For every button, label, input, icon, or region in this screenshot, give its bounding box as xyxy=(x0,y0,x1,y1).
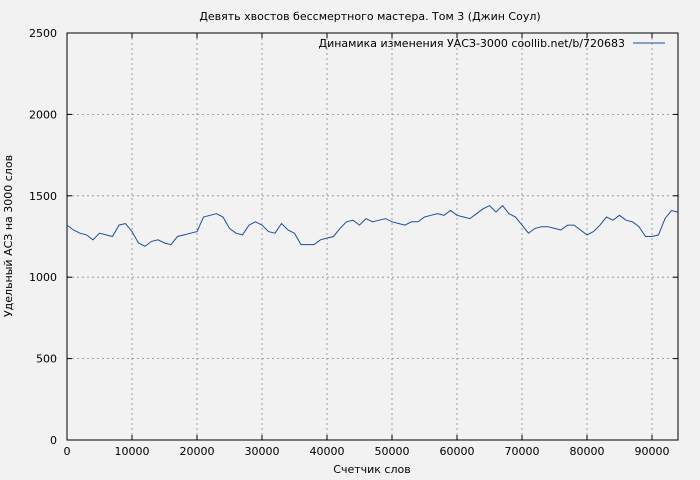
x-tick-label: 0 xyxy=(64,445,71,458)
y-tick-label: 2000 xyxy=(29,108,57,121)
y-tick-label: 2500 xyxy=(29,27,57,40)
x-tick-label: 40000 xyxy=(310,445,345,458)
x-tick-label: 70000 xyxy=(505,445,540,458)
x-tick-label: 10000 xyxy=(115,445,150,458)
y-tick-label: 1000 xyxy=(29,271,57,284)
x-tick-label: 20000 xyxy=(180,445,215,458)
x-tick-label: 80000 xyxy=(570,445,605,458)
series-group xyxy=(66,204,679,247)
y-tick-label: 1500 xyxy=(29,190,57,203)
legend-series-label: Динамика изменения УАСЗ-3000 coollib.net… xyxy=(319,37,626,50)
y-tick-label: 500 xyxy=(36,353,57,366)
x-tick-label: 90000 xyxy=(635,445,670,458)
x-tick-label: 30000 xyxy=(245,445,280,458)
y-axis-label: Удельный АСЗ на 3000 слов xyxy=(2,155,15,317)
axis-ticks: 0 10000 20000 30000 40000 50000 60000 70000 8000… xyxy=(29,27,678,458)
grid-lines xyxy=(67,33,678,440)
y-tick-label: 0 xyxy=(50,434,57,447)
plot-frame xyxy=(66,32,679,441)
legend: Динамика изменения УАСЗ-3000 coollib.net… xyxy=(319,37,665,50)
x-tick-label: 60000 xyxy=(440,445,475,458)
x-axis-label: Счетчик слов xyxy=(333,463,410,476)
chart-title: Девять хвостов бессмертного мастера. Том… xyxy=(199,10,540,23)
x-tick-label: 50000 xyxy=(375,445,410,458)
